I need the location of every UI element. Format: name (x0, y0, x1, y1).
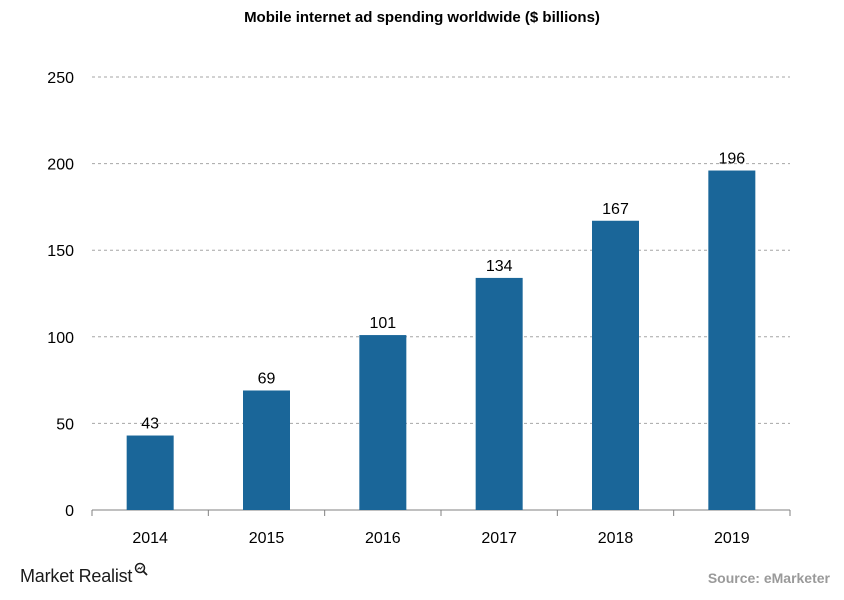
magnifier-chart-icon (134, 560, 148, 581)
x-tick-label: 2019 (714, 530, 750, 547)
bar (359, 335, 407, 510)
brand-name: Market Realist (20, 566, 133, 586)
bar-chart: 0 50 100 150 200 250 43 2014 69 2015 101 2016 134 201… (47, 70, 791, 547)
bar (126, 435, 174, 510)
y-tick-label: 250 (47, 70, 74, 87)
y-tick-label: 50 (56, 416, 74, 433)
y-tick-label: 200 (47, 157, 74, 174)
x-tick-label: 2018 (598, 530, 634, 547)
y-tick-label: 0 (65, 503, 74, 520)
x-tick-label: 2017 (481, 530, 517, 547)
x-tick-label: 2014 (132, 530, 168, 547)
bar (243, 390, 290, 510)
data-label: 167 (602, 201, 629, 218)
y-tick-label: 150 (47, 243, 74, 260)
bar (592, 220, 639, 511)
bar (708, 170, 756, 510)
chart-title: Mobile internet ad spending worldwide ($… (244, 9, 600, 26)
data-label: 134 (486, 258, 513, 275)
bar (475, 277, 523, 510)
brand-logo: Market Realist (20, 562, 148, 587)
y-tick-label: 100 (47, 330, 74, 347)
x-tick-label: 2015 (249, 530, 285, 547)
data-label: 196 (718, 151, 745, 168)
x-tick-label: 2016 (365, 530, 401, 547)
data-label: 69 (258, 370, 276, 387)
data-label: 43 (141, 416, 159, 433)
data-label: 101 (369, 315, 396, 332)
source-note: Source: eMarketer (707, 570, 830, 586)
